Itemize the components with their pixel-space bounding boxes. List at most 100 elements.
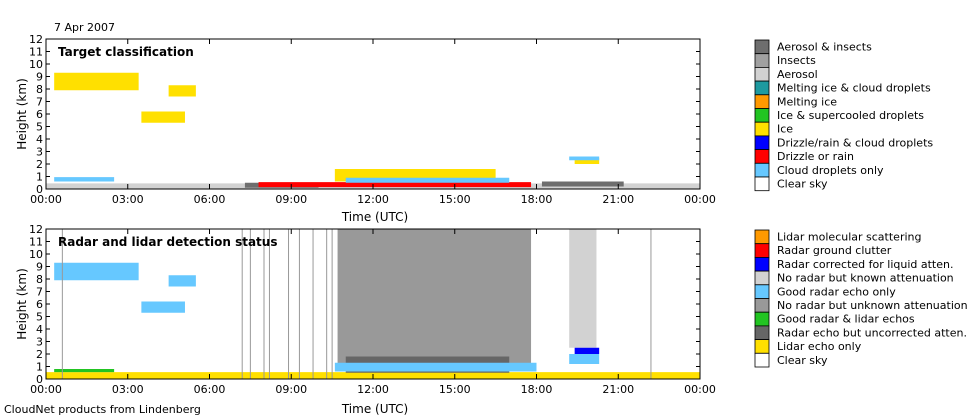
x-axis-label-target-classification: Time (UTC) — [341, 210, 408, 224]
y-tick-label: 1 — [36, 171, 43, 184]
legend-label: Radar ground clutter — [777, 244, 892, 257]
region-aerosol-insects — [541, 181, 624, 187]
region-no-radar-but-known-attenuation — [569, 229, 597, 348]
legend-swatch — [754, 256, 770, 272]
y-tick-label: 11 — [29, 46, 43, 59]
x-tick-label: 00:00 — [30, 193, 62, 206]
x-axis-label-detection-status: Time (UTC) — [341, 402, 408, 416]
y-tick-label: 1 — [36, 361, 43, 374]
plot-area-target-classification: 00:00 03:00 06:00 09:00 12:00 15:00 18:00 21:00… — [29, 33, 716, 206]
legend-swatch — [754, 270, 770, 286]
x-tick-label: 06:00 — [194, 193, 226, 206]
legend-label: Radar echo but uncorrected atten. — [777, 326, 967, 339]
legend-swatch — [754, 162, 770, 178]
legend-swatch — [754, 53, 770, 68]
y-tick-label: 7 — [36, 286, 43, 299]
legend-swatch — [754, 243, 770, 258]
legend-swatch — [754, 339, 770, 354]
y-tick-label: 12 — [29, 33, 43, 46]
x-tick-label: 15:00 — [439, 383, 471, 396]
legend-swatch — [754, 176, 770, 192]
x-tick-label: 12:00 — [357, 193, 389, 206]
y-tick-label: 10 — [29, 58, 43, 71]
legend-label: Clear sky — [777, 178, 828, 191]
x-tick-label: 09:00 — [275, 383, 307, 396]
panel-detection-status: 00:00 03:00 06:00 09:00 12:00 15:00 18:00 21:00… — [15, 223, 968, 416]
region-good-radar-lidar-echos — [54, 369, 115, 373]
region-good-radar-echo-only — [54, 262, 139, 281]
y-tick-label: 0 — [36, 373, 43, 386]
legend-label: Insects — [777, 54, 816, 67]
legend-label: Good radar echo only — [777, 285, 896, 298]
legend-label: Lidar echo only — [777, 340, 862, 353]
x-tick-label: 12:00 — [357, 383, 389, 396]
legend-label: Ice & supercooled droplets — [777, 109, 924, 122]
region-cloud-droplets-only — [54, 177, 115, 182]
legend-label: Clear sky — [777, 354, 828, 367]
legend-label: Good radar & lidar echos — [777, 313, 915, 326]
legend-swatch — [754, 229, 770, 245]
y-axis-label-detection-status: Height (km) — [15, 268, 29, 339]
legend-label: No radar but known attenuation — [777, 272, 954, 285]
panel-target-classification: 00:00 03:00 06:00 09:00 12:00 15:00 18:00 21:00… — [15, 33, 933, 224]
legend-swatch — [754, 298, 770, 313]
legend-swatch — [754, 284, 770, 299]
region-cloud-droplets-only — [569, 156, 600, 161]
x-tick-label: 18:00 — [521, 383, 553, 396]
y-tick-label: 12 — [29, 223, 43, 236]
region-good-radar-echo-only — [141, 301, 185, 313]
x-tick-label: 03:00 — [112, 383, 144, 396]
region-good-radar-echo-only — [569, 354, 600, 364]
legend-swatch — [754, 135, 770, 150]
x-tick-label: 00:00 — [30, 383, 62, 396]
y-tick-label: 6 — [36, 108, 43, 121]
legend-label: Lidar molecular scattering — [777, 231, 921, 244]
y-tick-label: 11 — [29, 236, 43, 249]
legend-label: Aerosol & insects — [777, 41, 872, 54]
region-no-radar-but-unknown-attenuation — [337, 229, 532, 372]
region-good-radar-echo-only — [168, 275, 196, 287]
y-tick-label: 4 — [36, 323, 43, 336]
x-tick-label: 06:00 — [194, 383, 226, 396]
legend-swatch — [754, 94, 770, 109]
region-ice — [574, 157, 600, 164]
legend-swatch — [754, 121, 770, 137]
legend-label: Drizzle or rain — [777, 150, 854, 163]
legend-label: Cloud droplets only — [777, 164, 884, 177]
legend-label: No radar but unknown attenuation — [777, 299, 968, 312]
x-tick-label: 18:00 — [521, 193, 553, 206]
legend-swatch — [754, 325, 770, 340]
y-tick-label: 5 — [36, 121, 43, 134]
legend-swatch — [754, 39, 770, 55]
y-tick-label: 6 — [36, 298, 43, 311]
y-tick-label: 8 — [36, 273, 43, 286]
y-axis-label-target-classification: Height (km) — [15, 78, 29, 149]
y-tick-label: 0 — [36, 183, 43, 196]
legend-label: Aerosol — [777, 68, 818, 81]
y-tick-label: 9 — [36, 71, 43, 84]
region-cloud-droplets-only — [345, 177, 510, 183]
y-tick-label: 2 — [36, 348, 43, 361]
x-tick-label: 00:00 — [684, 383, 716, 396]
legend-swatch — [754, 67, 770, 82]
region-radar-corrected-for-liquid-atten- — [574, 347, 600, 354]
region-ice — [168, 85, 196, 97]
y-tick-label: 3 — [36, 146, 43, 159]
region-ice — [141, 111, 185, 123]
footer-label: CloudNet products from Lindenberg — [4, 403, 201, 416]
legend-label: Melting ice & cloud droplets — [777, 82, 931, 95]
panel-title-target-classification: Target classification — [58, 45, 194, 59]
y-tick-label: 10 — [29, 248, 43, 261]
region-good-radar-echo-only — [334, 362, 537, 372]
region-ice — [54, 72, 139, 91]
region-drizzle-or-rain — [258, 182, 532, 188]
date-label: 7 Apr 2007 — [54, 21, 115, 34]
y-tick-label: 9 — [36, 261, 43, 274]
panel-title-detection-status: Radar and lidar detection status — [58, 235, 277, 249]
legend-swatch — [754, 80, 770, 96]
x-tick-label: 21:00 — [602, 383, 634, 396]
y-tick-label: 8 — [36, 83, 43, 96]
y-tick-label: 2 — [36, 158, 43, 171]
